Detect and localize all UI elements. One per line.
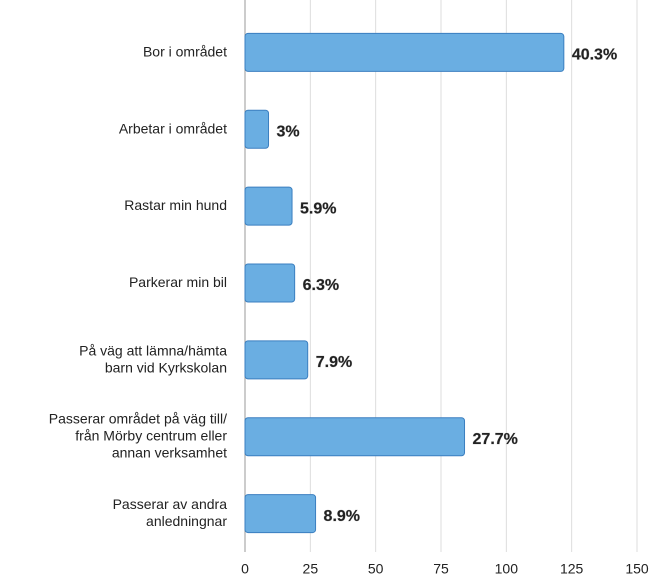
y-tick-label-line: Passerar av andra — [113, 496, 228, 512]
y-tick-label-line: barn vid Kyrkskolan — [105, 359, 227, 375]
value-label: 8.9% — [324, 508, 360, 525]
y-tick-label-line: anledningnar — [146, 513, 227, 529]
value-label: 7.9% — [316, 354, 352, 371]
y-tick-label-line: Bor i området — [143, 43, 227, 59]
x-tick-label: 150 — [625, 561, 649, 577]
value-label: 3% — [277, 124, 300, 141]
y-tick-label: Passerar området på väg till/från Mörby … — [49, 410, 228, 460]
x-tick-label: 50 — [368, 561, 384, 577]
y-tick-label: Passerar av andra anledningnar — [113, 496, 228, 529]
y-tick-label: På väg att lämna/hämta barn vid Kyrkskola… — [79, 342, 227, 375]
bar — [244, 32, 565, 72]
x-tick-label: 25 — [303, 561, 319, 577]
y-tick-label-line: Rastar min hund — [124, 197, 227, 213]
value-label: 6.3% — [303, 277, 339, 294]
y-tick-label-line: Passerar området på väg till/ — [49, 410, 227, 426]
y-tick-label-line: På väg att lämna/hämta — [79, 342, 227, 358]
bar — [244, 494, 317, 534]
y-tick-label-line: annan verksamhet — [112, 444, 227, 460]
bar — [244, 340, 309, 380]
y-tick-label: Parkerar min bil — [129, 274, 227, 290]
bar — [244, 417, 466, 457]
x-tick-label: 0 — [241, 561, 249, 577]
y-tick-label-line: Arbetar i området — [119, 120, 227, 136]
y-tick-label: Rastar min hund — [124, 197, 227, 213]
value-label: 5.9% — [300, 200, 336, 217]
y-tick-label-line: från Mörby centrum eller — [75, 427, 227, 443]
bar — [244, 186, 293, 226]
value-label: 40.3% — [572, 47, 617, 64]
y-tick-label: Arbetar i området — [119, 120, 227, 136]
y-tick-label-line: Parkerar min bil — [129, 274, 227, 290]
value-label: 27.7% — [473, 431, 518, 448]
x-tick-label: 125 — [560, 561, 584, 577]
x-tick-label: 100 — [495, 561, 519, 577]
bar — [244, 109, 270, 149]
x-tick-label: 75 — [433, 561, 449, 577]
y-tick-label: Bor i området — [143, 43, 227, 59]
bar — [244, 263, 296, 303]
